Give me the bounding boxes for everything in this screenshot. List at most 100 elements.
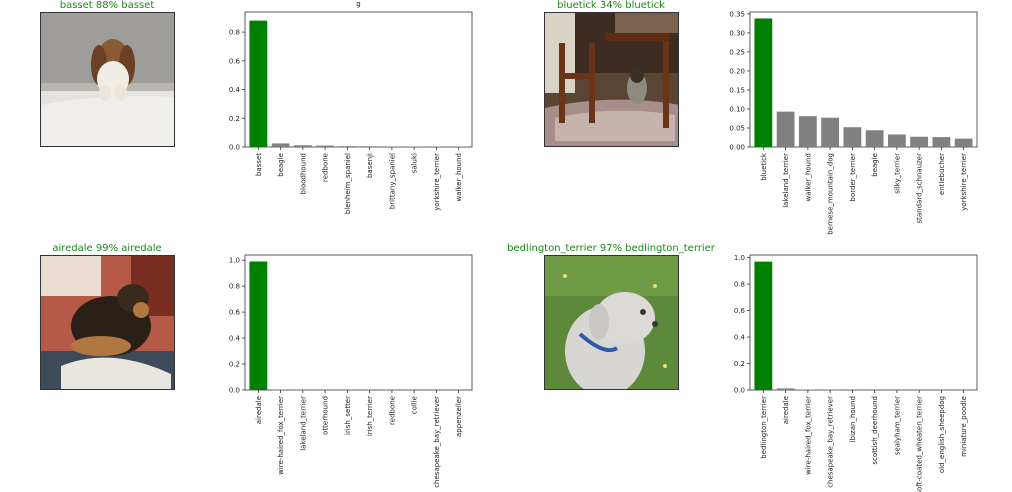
x-tick-label: old_english_sheepdog bbox=[938, 396, 946, 473]
y-tick-label: 0.8 bbox=[734, 281, 745, 289]
y-tick-label: 0.8 bbox=[229, 283, 240, 291]
y-tick-label: 0.2 bbox=[229, 361, 240, 369]
y-tick-label: 0.8 bbox=[229, 29, 240, 37]
y-tick-label: 1.0 bbox=[229, 257, 240, 265]
y-tick-label: 0.15 bbox=[729, 86, 745, 94]
bar-border_terrier bbox=[843, 127, 862, 147]
y-tick-label: 0.2 bbox=[229, 115, 240, 123]
x-tick-label: airedale bbox=[255, 396, 263, 424]
x-tick-label: bernese_mountain_dog bbox=[827, 153, 835, 235]
y-tick-label: 0.20 bbox=[729, 67, 745, 75]
x-tick-label: border_terrier bbox=[849, 153, 857, 202]
x-tick-label: lakeland_terrier bbox=[299, 396, 307, 451]
bar-brittany_spaniel bbox=[382, 146, 401, 147]
x-tick-label: scottish_deerhound bbox=[871, 396, 879, 465]
bar-bernese_mountain_dog bbox=[821, 117, 840, 147]
bar-silky_terrier bbox=[887, 134, 906, 147]
bar-bloodhound bbox=[293, 145, 312, 147]
y-tick-label: 0.10 bbox=[729, 105, 745, 113]
bar-lakeland_terrier bbox=[776, 111, 795, 147]
x-tick-label: standard_schnauzer bbox=[916, 153, 924, 224]
bar-standard_schnauzer bbox=[910, 136, 929, 147]
chart-frame bbox=[244, 254, 473, 391]
y-tick-label: 0.4 bbox=[734, 334, 746, 342]
bar-basset bbox=[249, 20, 268, 148]
y-tick-label: 0.0 bbox=[229, 387, 240, 395]
bar-beagle bbox=[271, 143, 290, 147]
x-tick-label: wire-haired_fox_terrier bbox=[804, 396, 812, 475]
chart-top-label: g bbox=[356, 0, 360, 8]
x-tick-label: chesapeake_bay_retriever bbox=[827, 396, 835, 488]
bar-beagle bbox=[865, 130, 884, 147]
y-tick-label: 0.4 bbox=[229, 335, 241, 343]
x-tick-label: silky_terrier bbox=[893, 153, 901, 194]
bar-redbone bbox=[316, 145, 335, 147]
y-tick-label: 0.6 bbox=[229, 57, 241, 65]
x-tick-label: airedale bbox=[782, 396, 790, 424]
y-tick-label: 1.0 bbox=[734, 254, 745, 262]
x-tick-label: beagle bbox=[277, 153, 285, 177]
bar-airedale bbox=[249, 261, 268, 390]
x-tick-label: beagle bbox=[871, 153, 879, 177]
x-tick-label: ibizan_hound bbox=[849, 396, 857, 442]
y-tick-label: 0.30 bbox=[729, 29, 745, 37]
x-tick-label: bloodhound bbox=[299, 153, 307, 194]
airedale-dog-photo bbox=[40, 255, 175, 390]
y-tick-label: 0.0 bbox=[734, 387, 745, 395]
bar-entlebucher bbox=[932, 137, 951, 147]
x-tick-label: basenji bbox=[366, 153, 374, 178]
y-tick-label: 0.05 bbox=[729, 124, 745, 132]
chart-1: 0.00 0.05 0.10 0.15 0.20 0.25 0.30 0.35 bluetick… bbox=[729, 10, 978, 235]
x-tick-label: walker_hound bbox=[804, 153, 812, 201]
bar-bedlington_terrier bbox=[754, 261, 773, 390]
x-tick-label: blenheim_spaniel bbox=[344, 153, 352, 214]
y-tick-label: 0.4 bbox=[229, 86, 241, 94]
x-tick-label: otterhound bbox=[322, 396, 330, 435]
x-tick-label: basset bbox=[255, 153, 263, 176]
basset-dog-photo bbox=[40, 12, 175, 147]
chart-frame bbox=[749, 254, 978, 391]
y-tick-label: 0.6 bbox=[229, 309, 241, 317]
x-tick-label: saluki bbox=[411, 153, 419, 173]
x-tick-label: irish_setter bbox=[344, 396, 352, 435]
bluetick-dog-photo bbox=[544, 12, 679, 147]
chart-3: 0.0 0.2 0.4 0.6 0.8 1.0 bedlington_terrier aire… bbox=[734, 254, 978, 492]
x-tick-label: wire-haired_fox_terrier bbox=[277, 396, 285, 475]
photo-title-bluetick: bluetick 34% bluetick bbox=[557, 0, 665, 11]
y-tick-label: 0.0 bbox=[229, 144, 240, 152]
y-tick-label: 0.35 bbox=[729, 10, 745, 18]
x-tick-label: redbone bbox=[388, 396, 396, 425]
y-tick-label: 0.6 bbox=[734, 307, 746, 315]
x-tick-label: sealyham_terrier bbox=[893, 396, 901, 455]
chart-2: 0.0 0.2 0.4 0.6 0.8 1.0 airedale wire-haired_fo… bbox=[229, 254, 473, 488]
bar-yorkshire_terrier bbox=[954, 138, 973, 147]
x-tick-label: entlebucher bbox=[938, 153, 946, 195]
x-tick-label: yorkshire_terrier bbox=[960, 153, 968, 211]
x-tick-label: collie bbox=[411, 396, 419, 414]
y-tick-label: 0.2 bbox=[734, 360, 745, 368]
chart-0: 0.0 0.2 0.4 0.6 0.8 basset beagle bloodhound red… bbox=[229, 0, 473, 214]
chart-frame bbox=[749, 11, 978, 148]
bar-blenheim_spaniel bbox=[338, 146, 357, 147]
x-tick-label: redbone bbox=[322, 153, 330, 182]
y-tick-label: 0.25 bbox=[729, 48, 745, 56]
bar-bluetick bbox=[754, 18, 773, 148]
x-tick-label: soft-coated_wheaten_terrier bbox=[916, 396, 924, 492]
x-tick-label: appenzeller bbox=[455, 396, 463, 437]
photo-title-bedlington: bedlington_terrier 97% bedlington_terrie… bbox=[507, 243, 715, 254]
x-tick-label: brittany_spaniel bbox=[388, 153, 396, 209]
x-tick-label: bluetick bbox=[760, 152, 768, 181]
bar-basenji bbox=[360, 146, 379, 147]
x-tick-label: irish_terrier bbox=[366, 396, 374, 436]
bar-airedale bbox=[776, 388, 795, 390]
y-tick-label: 0.00 bbox=[729, 144, 745, 152]
x-tick-label: walker_hound bbox=[455, 153, 463, 201]
x-tick-label: lakeland_terrier bbox=[782, 153, 790, 208]
x-tick-label: yorkshire_terrier bbox=[433, 153, 441, 211]
x-tick-label: miniature_poodle bbox=[960, 396, 968, 457]
bedlington-terrier-dog-photo bbox=[544, 255, 679, 390]
photo-title-airedale: airedale 99% airedale bbox=[52, 243, 162, 254]
x-tick-label: chesapeake_bay_retriever bbox=[433, 396, 441, 488]
photo-title-basset: basset 88% basset bbox=[59, 0, 155, 11]
